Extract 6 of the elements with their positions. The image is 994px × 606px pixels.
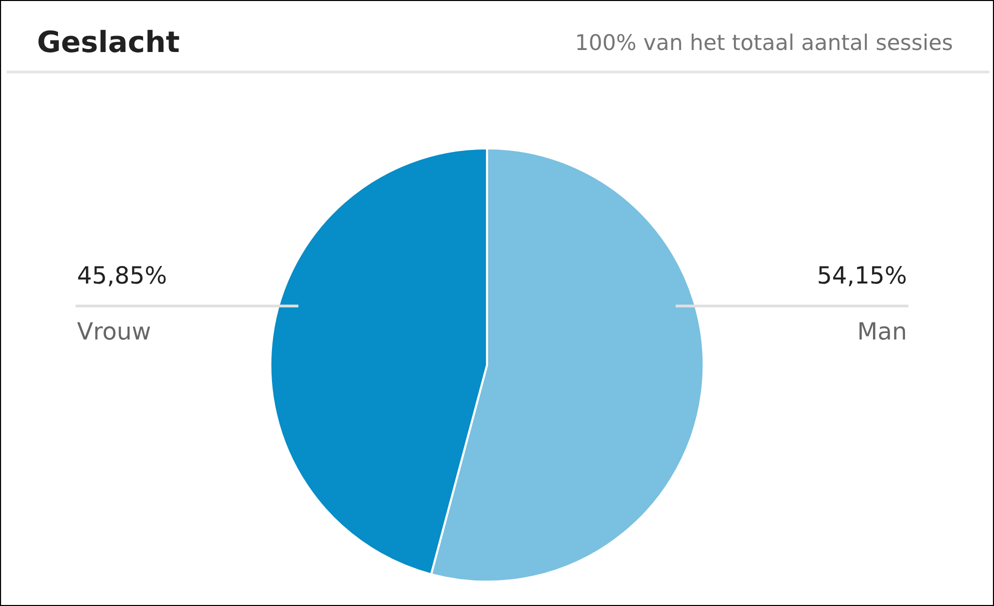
chart-subtitle: 100% van het totaal aantal sessies [577, 34, 952, 50]
slice-label: Man [860, 322, 905, 340]
data-label: 45,85% [78, 266, 166, 286]
data-label: 54,15% [818, 266, 906, 286]
chart-title: Geslacht [38, 30, 180, 52]
slice-label: Vrouw [77, 322, 150, 340]
